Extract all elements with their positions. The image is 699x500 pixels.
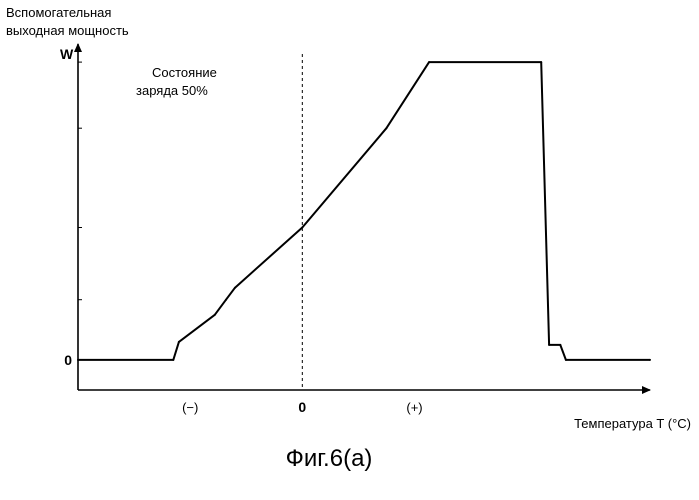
series-point-9 [540,61,542,63]
y-zero-label: 0 [64,352,72,368]
y-axis-label-line-1: Вспомогательная [6,5,111,20]
series-points [77,61,651,361]
x-tick-label-1: 0 [298,399,306,415]
x-axis-label: Температура T (°C) [574,416,691,431]
annotation-line-1: Состояние [152,65,217,80]
x-tick-label-0: (−) [182,400,198,415]
series-point-12 [565,359,567,361]
series-point-2 [178,341,180,343]
series-point-8 [428,61,430,63]
x-tick-label-2: (+) [406,400,422,415]
x-axis-tick-labels: (−) 0 (+) [182,399,423,415]
series-point-10 [548,344,550,346]
y-axis-symbol: W [60,46,74,62]
series-point-4 [225,299,227,301]
series-point-11 [559,344,561,346]
series-point-3 [214,314,216,316]
series-point-0 [77,359,79,361]
figure-caption: Фиг.6(a) [286,445,373,472]
series-point-7 [385,127,387,129]
series-point-1 [172,359,174,361]
series-point-6 [301,227,303,229]
y-axis-label-line-2: выходная мощность [6,23,129,38]
series-line-auxiliary-power [78,62,650,360]
series-point-13 [649,359,651,361]
series-point-5 [234,287,236,289]
annotation-line-2: заряда 50% [136,83,208,98]
